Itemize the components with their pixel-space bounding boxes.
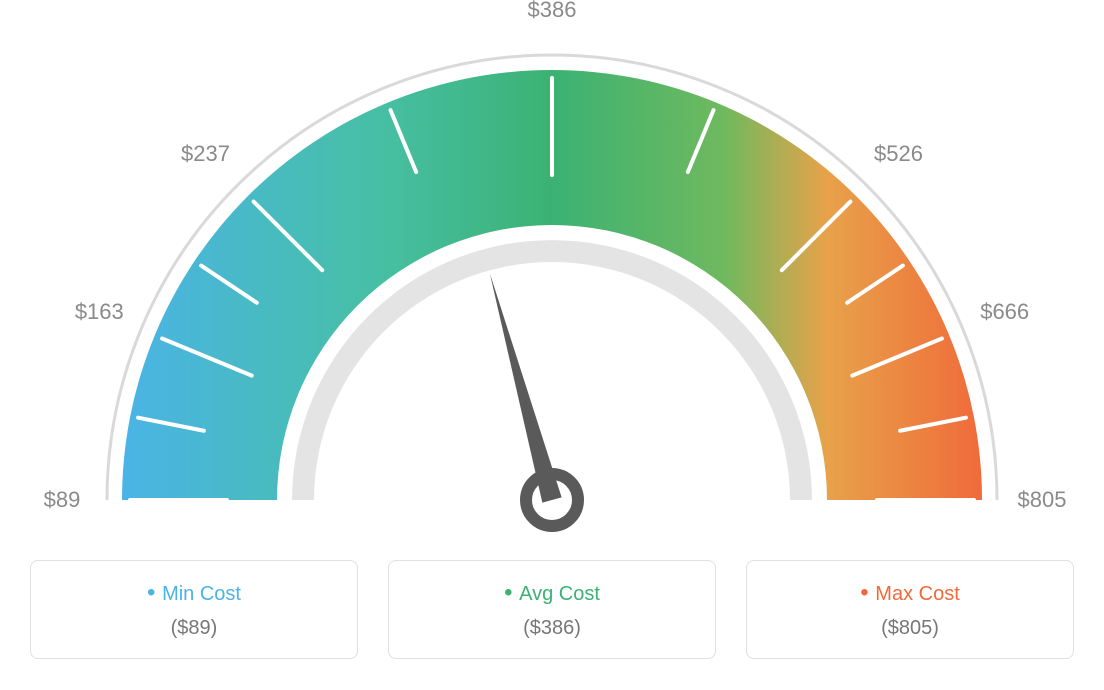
gauge-tick-label: $89	[44, 487, 81, 513]
gauge-tick-label: $163	[75, 299, 124, 325]
legend-avg-value: ($386)	[389, 617, 715, 640]
gauge-tick-label: $237	[181, 141, 230, 167]
gauge-tick-label: $386	[528, 0, 577, 23]
legend-min-title: Min Cost	[31, 579, 357, 607]
gauge-tick-label: $805	[1018, 487, 1067, 513]
legend-min-value: ($89)	[31, 617, 357, 640]
legend-row: Min Cost ($89) Avg Cost ($386) Max Cost …	[0, 560, 1104, 659]
legend-avg: Avg Cost ($386)	[388, 560, 716, 659]
legend-avg-title: Avg Cost	[389, 579, 715, 607]
legend-min: Min Cost ($89)	[30, 560, 358, 659]
gauge-tick-label: $526	[874, 141, 923, 167]
legend-max-title: Max Cost	[747, 579, 1073, 607]
legend-max: Max Cost ($805)	[746, 560, 1074, 659]
legend-max-value: ($805)	[747, 617, 1073, 640]
cost-gauge: $89$163$237$386$526$666$805	[22, 20, 1082, 560]
gauge-tick-label: $666	[980, 299, 1029, 325]
